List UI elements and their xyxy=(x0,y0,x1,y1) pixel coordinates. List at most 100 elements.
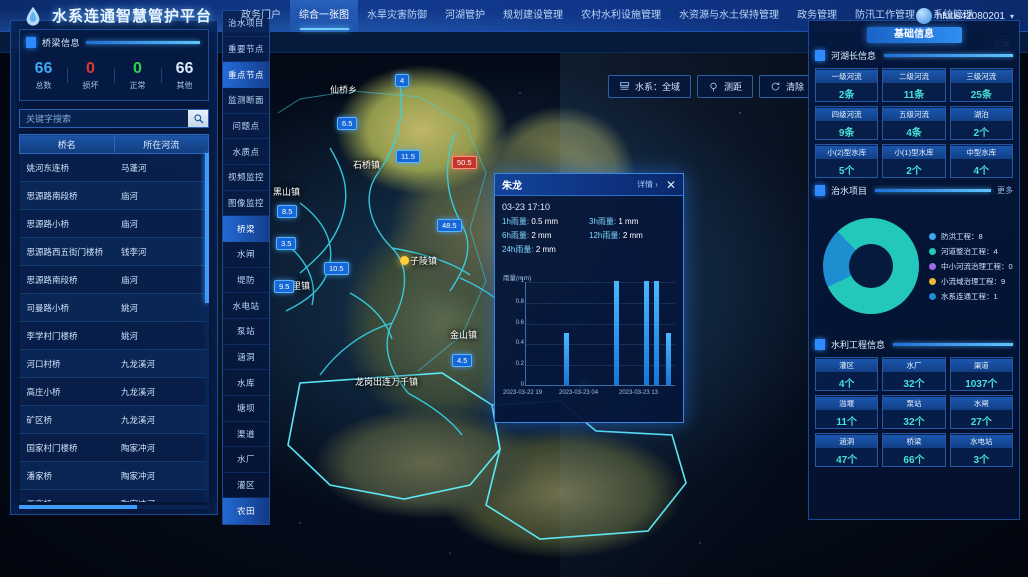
nav-item-5[interactable]: 农村水利设施管理 xyxy=(581,9,662,21)
nav-item-8[interactable]: 防汛工作管理 xyxy=(855,9,916,21)
map-pill-5[interactable]: 48.5 xyxy=(437,219,462,232)
close-icon[interactable]: ✕ xyxy=(665,177,676,192)
map-pill-1[interactable]: 6.5 xyxy=(337,117,358,130)
river-cell-6[interactable]: 小(2)型水库 5个 xyxy=(815,144,879,178)
table-row[interactable]: 思源路南段桥 庙河 xyxy=(19,265,209,294)
map-marker-selected[interactable] xyxy=(400,256,409,265)
chart-bar-4[interactable] xyxy=(666,333,671,385)
map-pill-0[interactable]: 4 xyxy=(395,74,410,87)
chart-bar-2[interactable] xyxy=(644,281,649,385)
river-cell-4[interactable]: 五级河流 4条 xyxy=(882,106,946,140)
works-cell-4[interactable]: 泵站 32个 xyxy=(882,395,946,429)
works-cell-5[interactable]: 水闸 27个 xyxy=(949,395,1013,429)
map-pill-8[interactable]: 9.5 xyxy=(274,280,295,293)
popup-detail-link[interactable]: 详情 › xyxy=(637,180,658,189)
layer-item-7[interactable]: 图像监控 xyxy=(223,191,269,217)
layer-item-0[interactable]: 治水项目 xyxy=(223,11,269,37)
map-tool-clear[interactable]: 清除 xyxy=(759,75,816,98)
station-popup[interactable]: 朱龙 详情 › ✕ 03-23 17:10 1h雨量: 0.5 mm 3h雨量:… xyxy=(494,173,684,423)
works-cell-3-label: 溢堰 xyxy=(816,396,878,410)
map-pill-9[interactable]: 4.5 xyxy=(452,354,473,367)
nav-item-9[interactable]: 系统管理 xyxy=(933,9,974,21)
nav-item-3[interactable]: 河湖管护 xyxy=(445,9,486,21)
nav-item-7[interactable]: 政务管理 xyxy=(797,9,838,21)
search-button[interactable] xyxy=(188,110,208,127)
river-cell-2[interactable]: 三级河流 25条 xyxy=(949,68,1013,102)
legend-row-2: 中小河流治理工程：0 xyxy=(929,259,1013,274)
nav-item-1[interactable]: 综合一张图 xyxy=(290,0,359,32)
bridge-table-wrapper[interactable]: 桥名 所在河流 姚河东连桥 马蓬河 思源路南段桥 庙河 思源路小桥 庙河 思源路西五街门楼桥… xyxy=(19,134,209,502)
layer-item-3[interactable]: 监测断面 xyxy=(223,88,269,114)
map-tool-measure[interactable]: 测距 xyxy=(697,75,754,98)
river-cell-7[interactable]: 小(1)型水库 2个 xyxy=(882,144,946,178)
nav-item-6[interactable]: 水资源与水土保持管理 xyxy=(679,9,780,21)
river-cell-5[interactable]: 湖泊 2个 xyxy=(949,106,1013,140)
layer-item-11[interactable]: 水电站 xyxy=(223,293,269,319)
layer-item-2[interactable]: 重点节点 xyxy=(223,62,269,88)
table-row[interactable]: 国家村门楼桥 陶家冲河 xyxy=(19,433,209,462)
nav-item-0[interactable]: 政务门户 xyxy=(241,9,282,21)
layer-item-4[interactable]: 问题点 xyxy=(223,114,269,140)
table-row[interactable]: 高庄小桥 九龙溪河 xyxy=(19,377,209,406)
layer-item-14[interactable]: 水库 xyxy=(223,370,269,396)
layer-item-13[interactable]: 涵洞 xyxy=(223,345,269,371)
table-row[interactable]: 矿区桥 九龙溪河 xyxy=(19,405,209,434)
map-pill-3[interactable]: 50.5 xyxy=(452,156,477,169)
layer-item-1[interactable]: 重要节点 xyxy=(223,37,269,63)
legend-swatch-0 xyxy=(929,232,936,240)
table-row[interactable]: 河口村桥 九龙溪河 xyxy=(19,349,209,378)
layer-item-5[interactable]: 水质点 xyxy=(223,139,269,165)
layer-item-9[interactable]: 水闸 xyxy=(223,242,269,268)
map-pill-2[interactable]: 11.5 xyxy=(396,150,421,163)
works-cell-1[interactable]: 水厂 32个 xyxy=(882,357,946,391)
layer-item-16[interactable]: 渠道 xyxy=(223,422,269,448)
works-cell-7[interactable]: 桥梁 66个 xyxy=(882,433,946,467)
layer-item-10[interactable]: 堤防 xyxy=(223,268,269,294)
nav-item-2[interactable]: 水旱灾害防御 xyxy=(367,9,428,21)
river-cell-5-value: 2个 xyxy=(973,127,990,139)
table-row[interactable]: 李学村门楼桥 姚河 xyxy=(19,321,209,350)
works-cell-8[interactable]: 水电站 3个 xyxy=(949,433,1013,467)
works-cell-3[interactable]: 溢堰 11个 xyxy=(815,395,879,429)
layer-item-6[interactable]: 视频监控 xyxy=(223,165,269,191)
vertical-scrollbar[interactable] xyxy=(205,153,209,502)
table-row[interactable]: 潘家桥 陶家冲河 xyxy=(19,461,209,490)
map-pill-6[interactable]: 3.5 xyxy=(276,237,297,250)
river-cell-8[interactable]: 中型水库 4个 xyxy=(949,144,1013,178)
bridge-search-bar[interactable] xyxy=(19,109,209,128)
works-cell-6[interactable]: 涵洞 47个 xyxy=(815,433,879,467)
layer-item-12[interactable]: 泵站 xyxy=(223,319,269,345)
layer-item-15[interactable]: 塘坝 xyxy=(223,396,269,422)
table-row[interactable]: 工商桥陶家冲河 xyxy=(19,489,209,502)
scrollbar-thumb[interactable] xyxy=(205,153,209,303)
map-tool-layers[interactable]: 水系：全域 xyxy=(608,75,692,98)
user-name: hfutls42080201 xyxy=(936,10,1005,22)
works-cell-2[interactable]: 渠道 1037个 xyxy=(949,357,1013,391)
chart-bar-0[interactable] xyxy=(564,333,569,385)
search-input[interactable] xyxy=(20,110,188,127)
river-cell-0[interactable]: 一级河流 2条 xyxy=(815,68,879,102)
project-more-link[interactable]: 更多 xyxy=(997,185,1013,195)
table-row[interactable]: 姚河东连桥 马蓬河 xyxy=(19,153,209,182)
user-menu[interactable]: hfutls42080201 ▾ xyxy=(915,0,1014,32)
nav-item-4[interactable]: 规划建设管理 xyxy=(503,9,564,21)
table-row[interactable]: 思源路西五街门楼桥 钱李河 xyxy=(19,237,209,266)
layer-item-19[interactable]: 农田 xyxy=(223,498,269,525)
layer-item-18[interactable]: 灌区 xyxy=(223,473,269,499)
map-pill-4[interactable]: 8.5 xyxy=(277,205,298,218)
chart-bar-3[interactable] xyxy=(654,281,659,385)
table-row[interactable]: 司曼路小桥 姚河 xyxy=(19,293,209,322)
table-row[interactable]: 思源路小桥 庙河 xyxy=(19,209,209,238)
layer-item-8[interactable]: 桥梁 xyxy=(223,216,269,242)
horizontal-scrollbar[interactable] xyxy=(19,505,209,509)
works-cell-0[interactable]: 灌区 4个 xyxy=(815,357,879,391)
chart-bar-1[interactable] xyxy=(614,281,619,385)
map-pill-7[interactable]: 10.5 xyxy=(324,262,349,275)
works-cell-0-value: 4个 xyxy=(838,378,855,390)
layer-item-17[interactable]: 水厂 xyxy=(223,447,269,473)
horizontal-scrollbar-thumb[interactable] xyxy=(19,505,137,509)
river-cell-1[interactable]: 二级河流 11条 xyxy=(882,68,946,102)
table-row[interactable]: 思源路南段桥 庙河 xyxy=(19,181,209,210)
river-cell-3[interactable]: 四级河流 9条 xyxy=(815,106,879,140)
stat-total: 66 总数 xyxy=(20,60,67,91)
